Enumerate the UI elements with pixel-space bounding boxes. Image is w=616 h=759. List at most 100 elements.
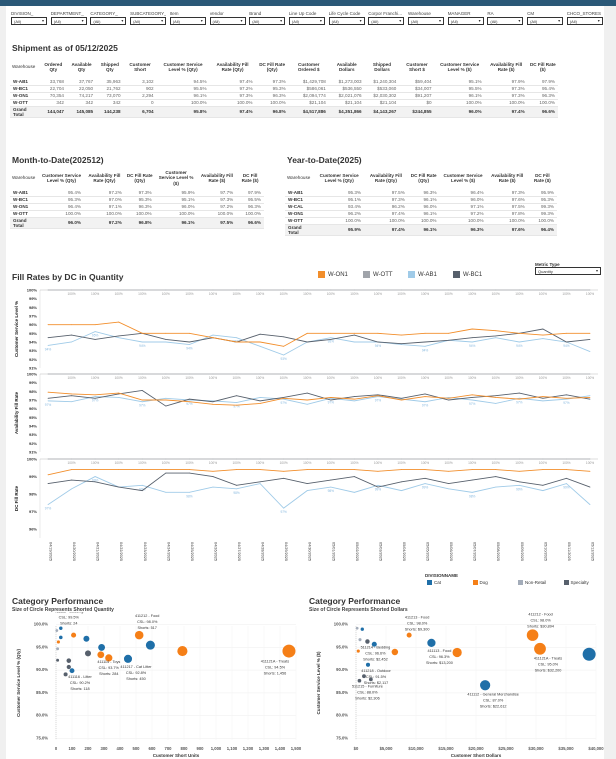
bubble-dog[interactable] — [452, 647, 462, 658]
x-tick-label: 1,100 — [227, 746, 238, 751]
column-header[interactable]: DC Fill Rate ($) — [533, 172, 551, 184]
column-header[interactable]: Availability Fill Rate (Qty) — [88, 172, 121, 184]
column-header[interactable]: DC Fill Rate ($) — [241, 172, 259, 184]
dashboard — [6, 6, 604, 759]
bubble-non-retail[interactable] — [56, 647, 60, 651]
column-header[interactable]: Availability Fill Rate ($) — [200, 172, 233, 184]
column-header[interactable]: Customer Short — [129, 61, 151, 73]
bubble-dog[interactable] — [391, 648, 399, 656]
bubble-cat[interactable] — [427, 638, 436, 648]
bubble-dog[interactable] — [406, 632, 412, 638]
column-header[interactable]: DC Fill Rate ($) — [529, 61, 556, 73]
bubble-cat[interactable] — [360, 627, 364, 631]
column-header[interactable]: DC Fill Rate (Qty) — [259, 61, 285, 73]
column-header[interactable]: Availability Fill Rate (Qty) — [216, 61, 249, 73]
filter-dropdown[interactable]: (All) — [487, 17, 524, 25]
column-header[interactable]: Warehouse — [12, 64, 36, 70]
column-header[interactable]: DC Fill Rate (Qty) — [126, 172, 153, 184]
bubble-specialty[interactable] — [362, 674, 366, 679]
bubble-cat[interactable] — [582, 647, 596, 661]
table-row: W-BC1 22,704 22,050 21,762 902 95.5% 97.2% 95.3… — [10, 85, 558, 93]
legend-item-w-on1[interactable]: W-ON1 — [318, 271, 348, 278]
legend-item-w-ab1[interactable]: W-AB1 — [408, 271, 437, 278]
filter-dropdown[interactable]: (All) — [527, 17, 564, 25]
filter-dropdown[interactable]: (All) — [169, 17, 206, 25]
bubble-dog[interactable] — [56, 640, 60, 644]
bubble-cat[interactable] — [123, 654, 133, 663]
division-legend-item-cat[interactable]: Cat — [427, 580, 441, 585]
column-header[interactable]: Available Dollars — [336, 61, 357, 73]
bubble-dog[interactable] — [534, 642, 546, 655]
filter-dropdown[interactable]: (All) — [249, 17, 286, 25]
filter-dropdown[interactable]: (All) — [447, 17, 484, 25]
filter-dropdown[interactable]: (All) — [408, 17, 444, 25]
value-cell: 96.6% — [527, 106, 558, 118]
bubble-dog[interactable] — [526, 629, 539, 641]
bubble-cat[interactable] — [59, 626, 63, 631]
bubble-specialty[interactable] — [365, 639, 370, 644]
bubble-non-retail[interactable] — [55, 629, 59, 632]
column-header[interactable]: Customer Service Level % (Qty) — [319, 172, 359, 184]
filter-dropdown[interactable]: (All) — [566, 17, 603, 25]
bubble-cat[interactable] — [59, 635, 63, 640]
bubble-dog[interactable] — [282, 644, 296, 658]
column-header[interactable]: DC Fill Rate (Qty) — [410, 172, 437, 184]
filter-dropdown[interactable]: (All) — [288, 17, 325, 25]
bubble-specialty[interactable] — [368, 677, 373, 682]
data-point-w-on1 — [518, 398, 520, 400]
bubble-dog[interactable] — [105, 654, 113, 662]
filter-dropdown[interactable]: (All) — [11, 17, 47, 25]
division-legend-item-non-retail[interactable]: Non-Retail — [518, 580, 546, 585]
column-header[interactable]: Customer Service Level % ($) — [443, 172, 483, 184]
value-cell: 97.5% — [486, 203, 528, 211]
column-header[interactable]: Customer Service Level % ($) — [158, 169, 194, 186]
column-header[interactable]: Ordered Qty — [44, 61, 63, 73]
bubble-dog[interactable] — [134, 630, 144, 640]
bubble-dog[interactable] — [356, 649, 360, 653]
bubble-specialty[interactable] — [66, 664, 71, 670]
column-header[interactable]: Warehouse — [287, 175, 311, 181]
division-legend-item-specialty[interactable]: Specialty — [563, 580, 589, 585]
bubble-specialty[interactable] — [357, 678, 362, 683]
bubble-cat[interactable] — [371, 641, 377, 647]
column-header[interactable]: Customer Service Level % ($) — [440, 61, 480, 73]
column-header[interactable]: Warehouse — [12, 175, 36, 181]
bubble-specialty[interactable] — [56, 658, 60, 662]
legend-item-w-ott[interactable]: W-OTT — [363, 271, 393, 278]
filter-dropdown[interactable]: (All) — [50, 17, 87, 25]
division-legend-item-dog[interactable]: Dog — [472, 580, 488, 585]
bubble-specialty[interactable] — [63, 672, 68, 677]
column-header[interactable]: Available Qty — [71, 61, 92, 73]
bubble-specialty[interactable] — [84, 650, 92, 657]
bubble-dog[interactable] — [97, 651, 105, 659]
bubble-cat[interactable] — [145, 640, 155, 650]
column-header[interactable]: Availability Fill Rate ($) — [491, 172, 524, 184]
legend-item-w-bc1[interactable]: W-BC1 — [453, 271, 482, 278]
bubble-cat[interactable] — [480, 680, 491, 691]
column-header[interactable]: Customer Ordered $ — [297, 61, 320, 73]
column-header[interactable]: Availability Fill Rate (Qty) — [369, 172, 402, 184]
bubble-non-retail[interactable] — [358, 638, 362, 642]
bubble-cat[interactable] — [365, 662, 371, 667]
bubble-non-retail[interactable] — [355, 626, 359, 630]
filter-dropdown[interactable]: (All) — [209, 17, 246, 25]
bubble-dog[interactable] — [177, 646, 188, 657]
bubble-cat[interactable] — [83, 635, 90, 642]
bubble-specialty[interactable] — [66, 658, 72, 663]
bubble-dog[interactable] — [71, 632, 77, 638]
value-cell: 95.3% — [527, 196, 557, 204]
filter-dropdown[interactable]: (All) — [368, 17, 405, 25]
y-tick-label: 100% — [27, 457, 38, 462]
column-header[interactable]: Availability Fill Rate ($) — [490, 61, 523, 73]
column-header[interactable]: Shipped Qty — [100, 61, 119, 73]
metric-type-dropdown[interactable]: Quantity — [535, 267, 601, 275]
bubble-cat[interactable] — [69, 668, 75, 674]
filter-dropdown[interactable]: (All) — [328, 17, 365, 25]
column-header[interactable]: Customer Service Level % (Qty) — [163, 61, 203, 73]
filter-dropdown[interactable]: (All) — [90, 17, 127, 25]
column-header[interactable]: Customer Short $ — [406, 61, 428, 73]
column-header[interactable]: Shipped Dollars — [372, 61, 392, 73]
column-header[interactable]: Customer Service Level % (Qty) — [41, 172, 82, 184]
filter-dropdown[interactable]: (All) — [130, 17, 167, 25]
bubble-cat[interactable] — [98, 643, 106, 651]
